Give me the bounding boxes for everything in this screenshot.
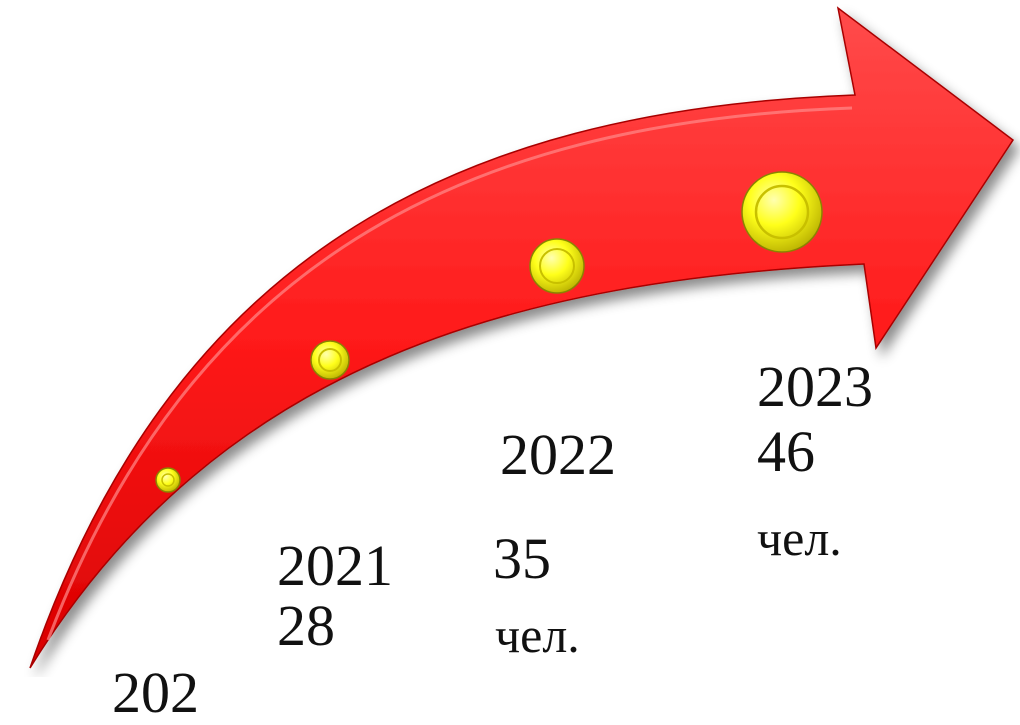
count-label-3: 35 [493,526,551,591]
milestone-bubble-4 [741,171,823,253]
year-label-2: 2021 [277,533,393,598]
milestone-bubble-2 [310,340,350,380]
year-label-1: 202 [112,660,199,725]
milestone-bubble-3 [529,238,585,294]
year-label-3: 2022 [500,422,616,487]
count-label-4: 46 [757,419,815,484]
growth-arrow-diagram [29,6,1015,669]
red-arrow-shape [29,6,1015,669]
year-label-4: 2023 [757,354,873,419]
unit-label-3: чел. [495,607,580,663]
count-label-2: 28 [277,593,335,658]
unit-label-4: чел. [757,510,842,566]
arrow-highlight [46,106,853,641]
milestone-bubble-1 [155,467,181,493]
